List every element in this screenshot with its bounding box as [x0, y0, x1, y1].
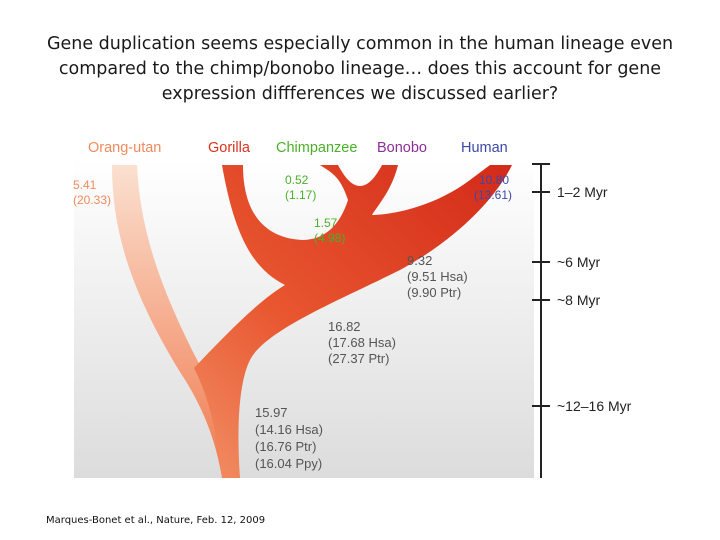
value-hc-node-ptr: (9.90 Ptr)	[407, 285, 461, 300]
citation: Marques-Bonet et al., Nature, Feb. 12, 2…	[46, 515, 266, 526]
value-gorilla-node-hsa: (17.68 Hsa)	[328, 335, 396, 350]
timescale-label-1-2: 1–2 Myr	[557, 184, 608, 200]
value-gorilla-node: 16.82	[328, 319, 361, 334]
timescale-label-6: ~6 Myr	[557, 254, 601, 270]
hominid-branch	[194, 165, 512, 478]
value-human: 10.80	[479, 173, 509, 187]
species-orangutan: Orang-utan	[88, 140, 161, 156]
timescale-label-12-16: ~12–16 Myr	[557, 398, 632, 414]
value-chimp-bonobo: 0.52	[285, 173, 309, 187]
value-human-paren: (13.61)	[474, 188, 512, 202]
species-bonobo: Bonobo	[377, 140, 427, 156]
species-gorilla: Gorilla	[208, 140, 251, 156]
value-root-ptr: (16.76 Ptr)	[255, 439, 316, 454]
value-orangutan-paren: (20.33)	[73, 193, 111, 207]
value-chimp-stem-paren: (4.98)	[314, 231, 345, 245]
value-hc-node: 9.32	[407, 253, 432, 268]
timescale-label-8: ~8 Myr	[557, 292, 601, 308]
slide-title: Gene duplication seems especially common…	[46, 34, 674, 104]
value-root-ppy: (16.04 Ppy)	[255, 456, 322, 471]
value-orangutan: 5.41	[73, 178, 97, 192]
value-gorilla-node-ptr: (27.37 Ptr)	[328, 351, 389, 366]
species-human: Human	[461, 140, 508, 156]
species-chimpanzee: Chimpanzee	[276, 140, 357, 156]
value-root: 15.97	[255, 405, 288, 420]
value-root-hsa: (14.16 Hsa)	[255, 422, 323, 437]
value-chimp-stem: 1.57	[314, 216, 338, 230]
value-hc-node-hsa: (9.51 Hsa)	[407, 269, 468, 284]
value-chimp-bonobo-paren: (1.17)	[285, 188, 316, 202]
